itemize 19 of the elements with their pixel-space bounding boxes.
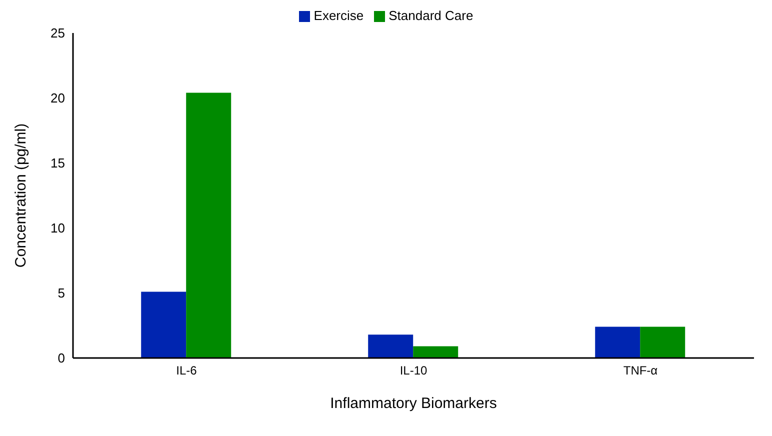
legend-label: Exercise — [314, 8, 364, 23]
x-tick-label: IL-10 — [400, 364, 428, 378]
bar — [595, 326, 640, 358]
y-tick-label: 15 — [50, 156, 65, 171]
y-tick-label: 10 — [50, 220, 65, 236]
y-axis-title: Concentration (pg/ml) — [12, 123, 30, 268]
x-axis-title: Inflammatory Biomarkers — [330, 395, 497, 412]
legend-label: Standard Care — [388, 8, 474, 23]
x-tick-label: IL-6 — [176, 364, 198, 378]
bar — [368, 334, 414, 358]
y-tick-label: 25 — [50, 26, 65, 41]
x-tick-label: TNF-α — [623, 364, 658, 378]
bar — [141, 292, 186, 358]
y-tick-label: 20 — [50, 90, 65, 106]
y-tick-label: 5 — [58, 286, 65, 301]
bar — [640, 326, 686, 358]
y-tick-label: 0 — [58, 350, 65, 366]
bar — [413, 346, 458, 358]
bar — [186, 92, 232, 358]
